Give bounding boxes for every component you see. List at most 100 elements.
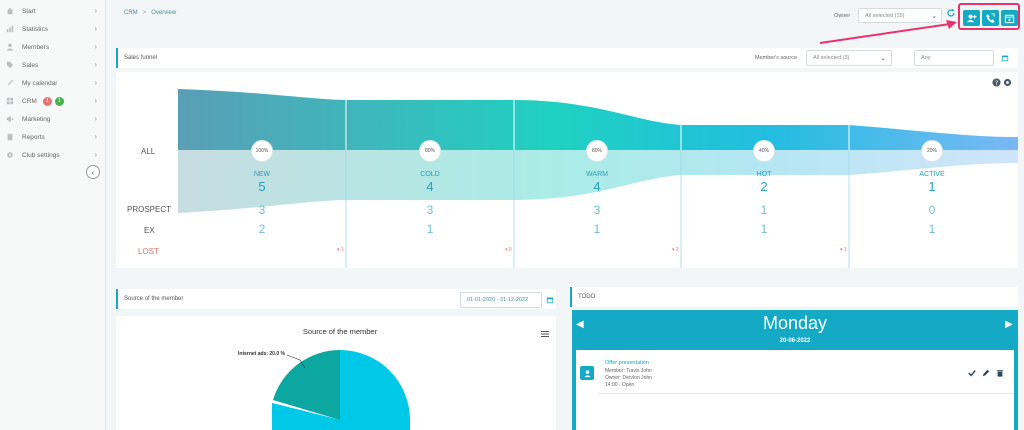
sidebar-item-label: Members xyxy=(22,43,50,51)
owner-select-value: All selected (15) xyxy=(865,13,905,19)
stage-dividers xyxy=(345,100,850,268)
stage-percent-badge: 80% xyxy=(419,140,441,162)
delete-task-icon[interactable] xyxy=(996,369,1004,377)
add-member-button[interactable] xyxy=(963,10,980,26)
todo-task-member: Member: Travis John xyxy=(605,368,652,374)
stage-count-prospect: 1 xyxy=(760,203,768,217)
sidebar-item-members[interactable]: Members › xyxy=(0,38,105,56)
edit-task-icon[interactable] xyxy=(982,369,990,377)
add-appointment-button[interactable] xyxy=(1001,10,1018,26)
calendar-plus-icon xyxy=(1004,14,1015,23)
stage-lost-count: ▾ 0 xyxy=(505,247,512,253)
menu-icon[interactable] xyxy=(541,331,549,337)
sidebar-item-label: Reports xyxy=(22,133,45,141)
stage-count-all: 5 xyxy=(258,179,266,194)
members-source-label: Member's source xyxy=(755,55,798,61)
source-date-range-value: 01-01-2020 - 31-12-2022 xyxy=(467,297,529,303)
stage-name: COLD xyxy=(420,171,440,178)
chart-icon xyxy=(6,25,14,33)
stage-count-prospect: 3 xyxy=(258,203,266,217)
row-label-prospect: PROSPECT xyxy=(127,205,172,214)
notification-badge: 1 xyxy=(54,96,64,106)
user-icon xyxy=(583,369,591,377)
pie-label-connector xyxy=(286,354,306,369)
log-call-button[interactable] xyxy=(982,10,999,26)
source-calendar-button[interactable] xyxy=(543,292,557,308)
sidebar-item-crm[interactable]: CRM 1 1 › xyxy=(0,92,105,110)
add-user-icon xyxy=(966,14,977,22)
refresh-icon[interactable] xyxy=(946,8,956,18)
members-source-value: All selected (3) xyxy=(813,55,850,61)
sidebar-item-statistics[interactable]: Statistics › xyxy=(0,20,105,38)
source-panel-title: Source of the member xyxy=(124,296,184,302)
stage-count-ex: 1 xyxy=(928,222,936,236)
funnel-lower-band xyxy=(178,150,1018,213)
calendar-icon xyxy=(1001,55,1009,62)
chevron-left-icon: ‹ xyxy=(91,167,95,177)
sidebar-item-my-calendar[interactable]: My calendar › xyxy=(0,74,105,92)
funnel-upper-band xyxy=(178,89,1018,150)
action-buttons-highlight xyxy=(958,3,1020,30)
row-label-ex: EX xyxy=(144,226,155,235)
tag-icon xyxy=(6,61,14,69)
todo-next-day-icon[interactable]: ▶ xyxy=(1005,319,1013,330)
sidebar-item-start[interactable]: Start › xyxy=(0,2,105,20)
gear-icon[interactable] xyxy=(1003,78,1012,87)
funnel-date-input[interactable]: Any xyxy=(914,50,994,66)
stage-name: ACTIVE xyxy=(919,171,945,178)
owner-select[interactable]: All selected (15) ⌄ xyxy=(858,8,942,23)
stage-count-ex: 1 xyxy=(593,222,601,236)
chevron-right-icon: › xyxy=(94,6,97,15)
svg-text:?: ? xyxy=(995,80,998,87)
collapse-sidebar-button[interactable]: ‹ xyxy=(86,165,100,179)
stage-lost-count: ▾ 1 xyxy=(840,247,847,253)
sidebar-item-label: CRM xyxy=(22,97,37,105)
todo-date: 20-06-2022 xyxy=(779,338,811,344)
gear-icon xyxy=(6,151,14,159)
sidebar-item-marketing[interactable]: Marketing › xyxy=(0,110,105,128)
funnel-calendar-button[interactable] xyxy=(998,50,1012,66)
source-chart-title: Source of the member xyxy=(302,327,378,336)
owner-label: Owner xyxy=(834,13,851,19)
todo-header: TODO xyxy=(570,287,1018,307)
user-icon xyxy=(6,43,14,51)
sales-funnel-header: Sales funnel xyxy=(116,48,1018,68)
sidebar-item-reports[interactable]: Reports › xyxy=(0,128,105,146)
todo-divider xyxy=(598,393,1014,394)
row-label-lost: LOST xyxy=(138,247,159,256)
calendar-icon xyxy=(546,297,554,304)
help-icon[interactable]: ? xyxy=(992,78,1001,87)
todo-task-owner: Owner: Dervlon John xyxy=(605,375,652,381)
complete-task-icon[interactable] xyxy=(968,369,976,377)
stage-count-prospect: 3 xyxy=(426,203,434,217)
source-panel-header: Source of the member xyxy=(116,289,556,309)
breadcrumb-crm[interactable]: CRM xyxy=(124,10,138,16)
members-source-select[interactable]: All selected (3) ⌄ xyxy=(806,50,892,66)
stage-count-all: 4 xyxy=(426,179,434,194)
todo-task-card[interactable] xyxy=(576,350,1014,430)
stage-lost-count: ▾ 2 xyxy=(672,247,679,253)
sidebar: Start › Statistics › Members › Sales › M… xyxy=(0,0,106,430)
sidebar-item-club-settings[interactable]: Club settings › xyxy=(0,146,105,164)
stage-percent-badge: 20% xyxy=(921,140,943,162)
sidebar-item-sales[interactable]: Sales › xyxy=(0,56,105,74)
stage-count-all: 1 xyxy=(928,179,936,194)
breadcrumb: CRM > Overview xyxy=(124,10,176,16)
stage-lost-count: ▾ 1 xyxy=(337,247,344,253)
sales-funnel-title: Sales funnel xyxy=(124,55,158,61)
todo-title: TODO xyxy=(578,294,596,300)
sidebar-item-label: Marketing xyxy=(22,115,51,123)
breadcrumb-overview: Overview xyxy=(151,10,177,16)
todo-prev-day-icon[interactable]: ◀ xyxy=(576,319,584,330)
pie-slice-other xyxy=(272,350,410,430)
pen-icon xyxy=(6,79,14,87)
home-icon xyxy=(6,7,14,15)
pie-label-internet-ads: Internet ads: 20.0 % xyxy=(238,351,285,357)
todo-task-title[interactable]: Offer presentation xyxy=(605,360,649,366)
source-date-range-input[interactable]: 01-01-2020 - 31-12-2022 xyxy=(460,292,542,308)
row-label-all: ALL xyxy=(141,147,156,156)
stage-name: NEW xyxy=(253,171,271,178)
sidebar-item-label: Statistics xyxy=(22,25,49,33)
pie-slice-internet-ads xyxy=(273,350,340,420)
stage-count-ex: 2 xyxy=(258,222,266,236)
